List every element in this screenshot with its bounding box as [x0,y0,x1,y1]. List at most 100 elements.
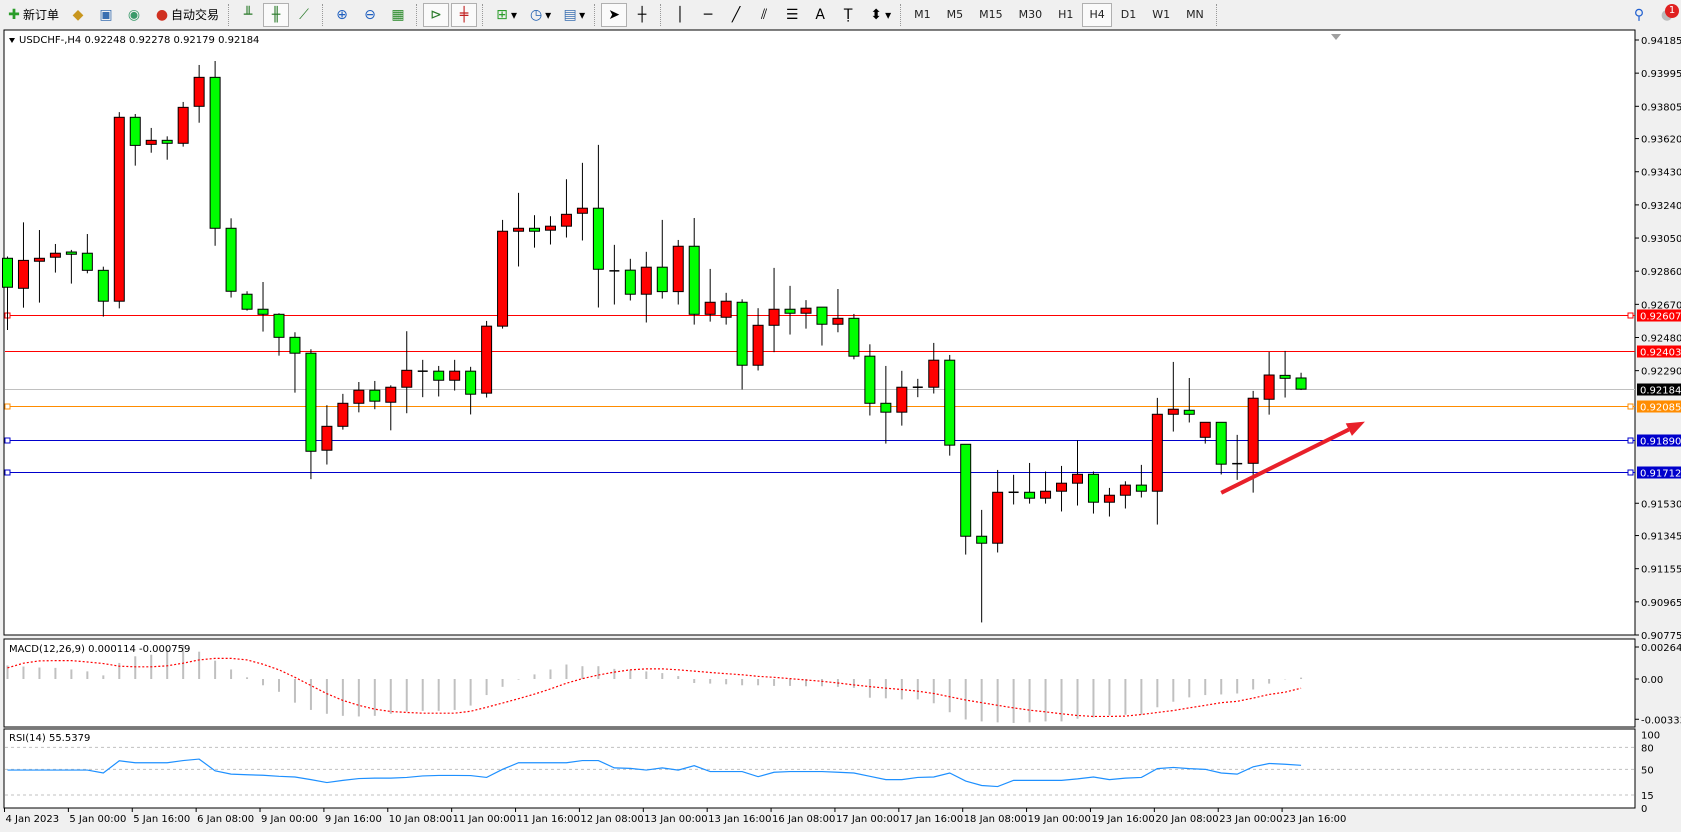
candle[interactable] [305,349,317,480]
candle[interactable] [960,443,972,555]
candle[interactable] [672,239,684,305]
main-price-panel[interactable] [3,29,1636,636]
line-anchor-handle[interactable] [4,403,11,410]
candle[interactable] [353,381,365,413]
timeframe-d1[interactable]: D1 [1120,8,1137,21]
cursor-button[interactable]: ➤ [601,2,628,27]
templates-button[interactable]: ▤ ▾ [557,3,589,27]
candle[interactable] [1151,397,1163,525]
candle[interactable] [848,313,860,360]
line-anchor-handle[interactable] [4,437,11,444]
candle[interactable] [1199,421,1211,444]
candle[interactable] [65,249,77,284]
candle[interactable] [1056,465,1068,512]
trend-arrow[interactable] [1220,421,1365,495]
candle[interactable] [209,60,221,246]
crosshair-button[interactable]: ┼ [629,3,655,27]
candle[interactable] [385,385,397,431]
candle[interactable] [1119,481,1131,509]
candle[interactable] [1008,474,1019,505]
candle[interactable] [49,243,61,273]
candle[interactable] [1087,471,1099,514]
candle[interactable] [880,365,892,444]
candle[interactable] [289,332,301,393]
symbol-dropdown-icon[interactable] [9,38,15,43]
candle[interactable] [1279,350,1291,398]
auto-scroll-button[interactable]: ╪ [451,2,478,27]
candle[interactable] [417,359,428,398]
text-button[interactable]: A [807,3,833,27]
tile-windows-button[interactable]: ▦ [385,3,411,27]
chart-shift-button[interactable]: ⊳ [423,2,450,27]
candle[interactable] [273,313,285,356]
candle[interactable] [768,267,780,353]
candle[interactable] [576,162,588,241]
candle[interactable] [656,219,668,299]
rsi-panel[interactable] [3,728,1636,809]
candle[interactable] [1215,421,1227,475]
line-chart-button[interactable]: ⟋ [291,3,317,27]
trendline-button[interactable]: ╱ [723,3,749,27]
candle[interactable] [161,136,173,160]
bar-chart-button[interactable]: ╨ [235,3,261,27]
timeframe-w1[interactable]: W1 [1152,8,1171,21]
search-button[interactable]: ⚲ [1626,3,1652,27]
candle[interactable] [529,215,541,248]
line-anchor-handle[interactable] [1627,403,1634,410]
timeframe-mn[interactable]: MN [1186,8,1204,21]
candle[interactable] [832,288,844,333]
timeframe-m30[interactable]: M30 [1018,8,1043,21]
candle[interactable] [145,127,157,153]
candle[interactable] [864,344,876,416]
candle[interactable] [33,230,45,303]
candle[interactable] [257,282,269,332]
macd-panel[interactable] [3,638,1636,728]
candle[interactable] [800,300,812,329]
candle[interactable] [449,359,461,391]
candle[interactable] [609,244,620,305]
arrow-head[interactable] [1345,421,1365,436]
candle[interactable] [177,101,189,147]
candle[interactable] [337,393,349,430]
text-label-button[interactable]: Ṭ [835,3,861,27]
line-anchor-handle[interactable] [1627,437,1634,444]
candle[interactable] [928,342,940,394]
candle[interactable] [321,405,333,465]
candle[interactable] [481,320,493,398]
chart-window[interactable]: 0.92607 0.92403 0.92184 0.92085 0.91890 0.917… [0,29,1681,832]
candle[interactable] [992,469,1004,553]
line-anchor-handle[interactable] [1627,312,1634,319]
candle[interactable] [1295,372,1307,391]
candle[interactable] [720,292,732,325]
market-watch-button[interactable]: ◆ [65,3,91,27]
candle[interactable] [113,112,125,309]
timeframe-m5[interactable]: M5 [946,8,964,21]
candle[interactable] [1183,377,1195,423]
candlestick-button[interactable]: ╫ [263,2,290,27]
candle[interactable] [688,217,700,325]
candle[interactable] [784,285,796,335]
timeframe-h4[interactable]: H4 [1082,2,1112,27]
notification-button[interactable]: ●1 [1654,3,1680,27]
candle[interactable] [465,366,477,415]
arrow-shaft[interactable] [1220,427,1350,495]
candle[interactable] [1167,361,1179,432]
signals-button[interactable]: ◉ [121,3,147,27]
line-anchor-handle[interactable] [1627,469,1634,476]
candle[interactable] [225,218,237,298]
candle[interactable] [624,258,636,301]
candle[interactable] [1263,351,1275,415]
candle[interactable] [1232,434,1243,480]
candle[interactable] [704,268,716,322]
indicators-button[interactable]: ⊞ ▾ [489,3,521,27]
vertical-line-button[interactable]: │ [667,3,693,27]
candle[interactable] [816,306,828,346]
candle[interactable] [17,222,29,308]
candle[interactable] [129,113,141,166]
candle[interactable] [752,308,764,371]
arrows-button[interactable]: ⬍ ▾ [863,3,895,27]
candle[interactable] [1135,464,1147,498]
equidistant-channel-button[interactable]: ⫽ [751,3,777,27]
fibonacci-button[interactable]: ☰ [779,3,805,27]
candle[interactable] [544,216,556,245]
